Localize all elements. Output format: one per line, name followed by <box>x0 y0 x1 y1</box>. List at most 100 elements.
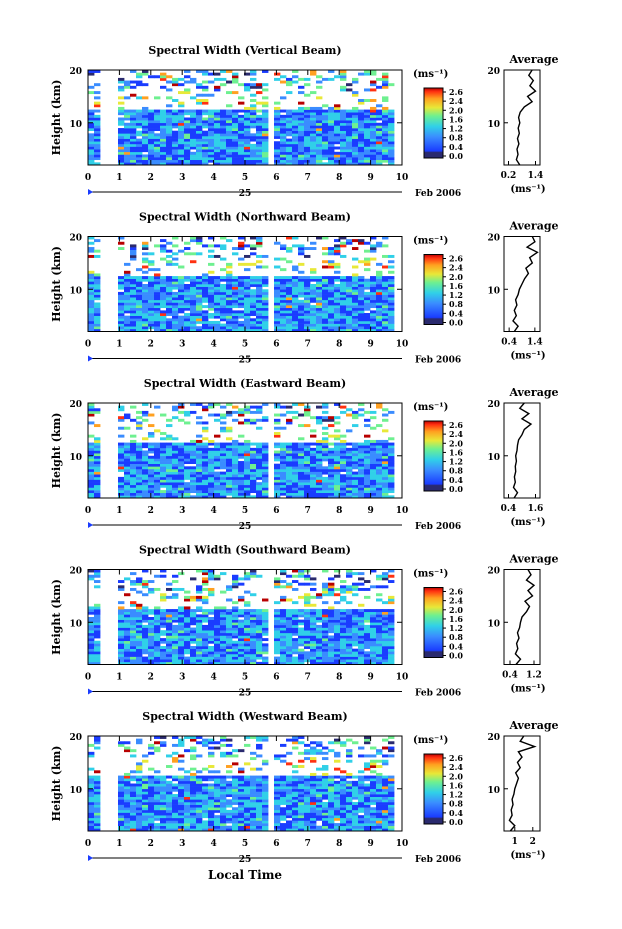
heatmap-cell <box>136 286 143 290</box>
heatmap-cell <box>304 154 311 158</box>
heatmap-cell <box>154 614 161 618</box>
heatmap-cell <box>340 490 347 494</box>
heatmap-cell <box>136 619 143 623</box>
heatmap-cell <box>130 254 137 258</box>
heatmap-cell <box>358 643 365 647</box>
heatmap-cell <box>262 138 269 142</box>
heatmap-cell <box>118 482 125 486</box>
heatmap-cell <box>232 484 239 488</box>
heatmap-cell <box>142 112 149 116</box>
heatmap-cell <box>172 252 179 256</box>
heatmap-cell <box>172 468 179 472</box>
heatmap-cell <box>298 638 305 642</box>
heatmap-cell <box>136 632 143 636</box>
heatmap-cell <box>262 154 269 158</box>
heatmap-cell <box>214 611 221 615</box>
heatmap-cell <box>130 276 137 280</box>
heatmap-cell <box>208 619 215 623</box>
heatmap-cell <box>280 447 287 451</box>
heatmap-cell <box>232 622 239 626</box>
heatmap-cell <box>388 624 395 628</box>
heatmap-cell <box>340 617 347 620</box>
heatmap-cell <box>250 648 257 652</box>
heatmap-cell <box>316 651 323 655</box>
heatmap-cell <box>316 117 323 121</box>
heatmap-cell <box>250 120 257 124</box>
heatmap-cell <box>256 455 263 459</box>
heatmap-cell <box>250 490 257 494</box>
heatmap-cell <box>118 656 125 660</box>
heatmap-cell <box>310 141 317 145</box>
heatmap-cell <box>178 120 185 124</box>
heatmap-cell <box>262 143 269 147</box>
heatmap-cell <box>238 635 245 639</box>
heatmap-cell <box>286 490 293 494</box>
heatmap-cell <box>196 122 203 126</box>
heatmap-cell <box>214 294 221 298</box>
heatmap-cell <box>334 490 341 494</box>
heatmap-cell <box>184 492 191 496</box>
heatmap-cell <box>94 281 101 285</box>
heatmap-cell <box>334 141 341 145</box>
x-tick-label: 9 <box>367 173 373 183</box>
heatmap-cell <box>118 120 125 124</box>
heatmap-cell <box>214 143 221 147</box>
heatmap-cell <box>352 328 359 332</box>
heatmap-cell <box>316 640 323 644</box>
heatmap-cell <box>352 91 359 95</box>
heatmap-cell <box>124 289 131 293</box>
heatmap-cell <box>304 651 311 655</box>
heatmap-cell <box>118 606 125 610</box>
heatmap-cell <box>154 276 161 280</box>
heatmap-cell <box>352 302 359 306</box>
heatmap-cell <box>148 622 155 626</box>
heatmap-cell <box>196 463 203 467</box>
heatmap-cell <box>364 143 371 147</box>
heatmap-cell <box>376 656 383 660</box>
heatmap-cell <box>256 408 263 412</box>
heatmap-cell <box>124 619 131 623</box>
heatmap-cell <box>370 159 377 163</box>
heatmap-cell <box>322 437 329 441</box>
heatmap-cell <box>142 468 149 472</box>
heatmap-cell <box>358 627 365 631</box>
heatmap-cell <box>178 635 185 639</box>
heatmap-cell <box>328 627 335 631</box>
heatmap-cell <box>376 149 383 153</box>
heatmap-cell <box>88 307 95 311</box>
heatmap-cell <box>376 461 383 464</box>
heatmap-cell <box>346 239 353 243</box>
heatmap-cell <box>148 276 155 280</box>
heatmap-cell <box>238 157 245 161</box>
heatmap-cell <box>244 603 251 607</box>
average-frame <box>503 69 541 166</box>
heatmap-cell <box>250 146 257 150</box>
heatmap-cell <box>250 461 257 464</box>
heatmap-cell <box>262 146 269 150</box>
heatmap-cell <box>364 461 371 464</box>
heatmap-cell <box>250 328 257 332</box>
heatmap-cell <box>178 646 185 649</box>
heatmap-cell <box>274 307 281 311</box>
heatmap-cell <box>352 117 359 121</box>
heatmap-cell <box>274 468 281 472</box>
heatmap-cell <box>124 426 131 430</box>
heatmap-cell <box>154 463 161 467</box>
heatmap-cell <box>292 580 299 583</box>
heatmap-cell <box>382 611 389 615</box>
heatmap-cell <box>88 648 95 652</box>
heatmap-cell <box>298 403 305 406</box>
heatmap-cell <box>184 286 191 290</box>
heatmap-cell <box>286 651 293 655</box>
heatmap-cell <box>220 299 227 303</box>
heatmap-cell <box>172 114 179 118</box>
heatmap-cell <box>250 302 257 306</box>
heatmap-cell <box>94 249 101 253</box>
heatmap-cell <box>148 413 155 417</box>
heatmap-cell <box>88 461 95 464</box>
heatmap-cell <box>178 265 185 269</box>
heatmap-cell <box>178 640 185 644</box>
date-axis-marker <box>88 189 93 195</box>
heatmap-cell <box>346 458 353 462</box>
heatmap-cell <box>346 609 353 613</box>
